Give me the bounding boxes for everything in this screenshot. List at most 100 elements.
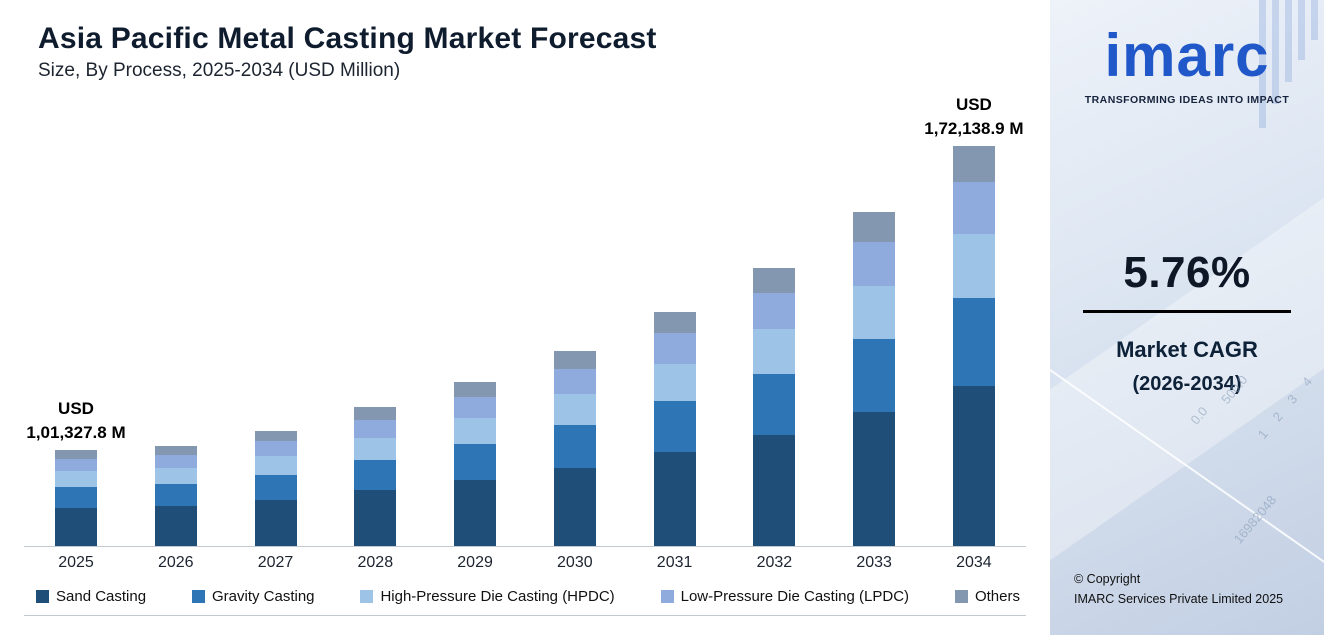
legend-label: High-Pressure Die Casting (HPDC) xyxy=(380,588,615,605)
copyright-line2: IMARC Services Private Limited 2025 xyxy=(1074,591,1284,606)
legend-item-others: Others xyxy=(954,588,1020,605)
imarc-logo: imarc xyxy=(1104,22,1270,89)
segment-others xyxy=(454,382,497,397)
x-axis-label-2027: 2027 xyxy=(257,554,294,571)
legend: Sand Casting Gravity Casting High-Pressure… xyxy=(24,588,1026,616)
segment-gravity-casting xyxy=(254,474,297,500)
segment-gravity-casting xyxy=(853,338,896,413)
segment-gravity-casting xyxy=(55,486,97,508)
segment-sand-casting xyxy=(853,412,896,546)
x-axis: 2025 2026 2027 2028 2029 2030 2031 2032 2033 2034 xyxy=(24,546,1026,572)
copyright-line1: © Copyright xyxy=(1074,572,1141,587)
segment-sand-casting xyxy=(454,480,497,546)
x-axis-label-2032: 2032 xyxy=(756,554,793,571)
segment-low-pressure-die-casting-lpdc xyxy=(154,455,197,468)
segment-low-pressure-die-casting-lpdc xyxy=(254,441,297,457)
bar-column-2030 xyxy=(527,351,623,546)
legend-swatch xyxy=(360,590,374,603)
cagr-years: (2026-2034) xyxy=(1132,373,1242,395)
segment-sand-casting xyxy=(254,500,297,546)
legend-swatch xyxy=(954,590,968,603)
segment-high-pressure-die-casting-hpdc xyxy=(55,471,97,487)
bar-column-2026 xyxy=(128,446,224,546)
legend-item-low-pressure-die-casting-lpdc: Low-Pressure Die Casting (LPDC) xyxy=(660,588,910,605)
bar-column-2032 xyxy=(726,268,822,546)
x-axis-label-2034: 2034 xyxy=(956,554,992,571)
stacked-bar-2030 xyxy=(553,351,596,546)
page-title: Asia Pacific Metal Casting Market Foreca… xyxy=(38,22,657,55)
legend-label: Low-Pressure Die Casting (LPDC) xyxy=(680,588,910,605)
stacked-bar-2026 xyxy=(154,446,197,546)
cagr-label: Market CAGR xyxy=(1116,337,1258,362)
stacked-bar-2033 xyxy=(853,212,896,546)
segment-sand-casting xyxy=(952,386,995,546)
x-axis-label-2028: 2028 xyxy=(357,554,394,571)
segment-high-pressure-die-casting-hpdc xyxy=(254,456,297,475)
legend-swatch xyxy=(191,590,205,603)
segment-low-pressure-die-casting-lpdc xyxy=(653,333,696,364)
segment-gravity-casting xyxy=(553,425,596,468)
x-axis-label-2025: 2025 xyxy=(58,554,94,571)
x-axis-label-2031: 2031 xyxy=(656,554,693,571)
segment-others xyxy=(154,446,197,455)
x-axis-label-2029: 2029 xyxy=(457,554,493,571)
segment-gravity-casting xyxy=(354,459,397,491)
value-annotation-2034: USD 1,72,138.9 M xyxy=(924,95,1024,139)
bar-column-2025: USD 1,01,327.8 M xyxy=(26,397,126,546)
legend-item-gravity-casting: Gravity Casting xyxy=(191,588,315,605)
stacked-bar-2031 xyxy=(653,312,696,546)
stacked-bar-2034 xyxy=(952,146,995,546)
segment-high-pressure-die-casting-hpdc xyxy=(952,234,995,298)
segment-others xyxy=(952,146,995,182)
x-axis-label-2033: 2033 xyxy=(856,554,892,571)
stacked-bar-2028 xyxy=(354,407,397,546)
chart-panel: Asia Pacific Metal Casting Market Foreca… xyxy=(24,22,1026,616)
cagr-value: 5.76% xyxy=(1123,248,1251,297)
legend-swatch xyxy=(36,590,49,603)
segment-gravity-casting xyxy=(154,484,197,506)
segment-high-pressure-die-casting-hpdc xyxy=(154,468,197,484)
segment-low-pressure-die-casting-lpdc xyxy=(853,242,896,286)
cagr-block: 5.76% Market CAGR (2026-2034) xyxy=(1050,248,1324,396)
segment-high-pressure-die-casting-hpdc xyxy=(553,393,596,426)
legend-label: Gravity Casting xyxy=(211,588,315,605)
cagr-underline xyxy=(1083,310,1291,313)
segment-others xyxy=(853,212,896,243)
segment-low-pressure-die-casting-lpdc xyxy=(354,419,397,438)
segment-high-pressure-die-casting-hpdc xyxy=(853,285,896,339)
legend-label: Others xyxy=(974,588,1020,605)
segment-gravity-casting xyxy=(454,444,497,481)
legend-item-sand-casting: Sand Casting xyxy=(36,588,146,605)
segment-others xyxy=(55,450,97,459)
segment-high-pressure-die-casting-hpdc xyxy=(753,329,796,374)
segment-sand-casting xyxy=(753,434,796,546)
segment-low-pressure-die-casting-lpdc xyxy=(753,293,796,330)
segment-gravity-casting xyxy=(753,373,796,435)
page-subtitle: Size, By Process, 2025-2034 (USD Million… xyxy=(38,60,401,81)
segment-low-pressure-die-casting-lpdc xyxy=(454,396,497,419)
stacked-bar-2027 xyxy=(254,431,297,546)
bar-chart: USD 1,01,327.8 M USD 1,72,138.9 M xyxy=(24,84,1026,546)
value-annotation-2025: USD 1,01,327.8 M xyxy=(26,399,126,443)
segment-low-pressure-die-casting-lpdc xyxy=(952,182,995,234)
segment-sand-casting xyxy=(154,506,197,546)
segment-others xyxy=(354,407,397,420)
segment-sand-casting xyxy=(653,452,696,546)
x-axis-label-2030: 2030 xyxy=(557,554,593,571)
decorative-bars xyxy=(1259,0,1318,128)
segment-high-pressure-die-casting-hpdc xyxy=(354,437,397,460)
brand-panel: imarc TRANSFORMING IDEAS INTO IMPACT 5.7… xyxy=(1050,0,1324,635)
bar-column-2027 xyxy=(228,431,324,546)
segment-sand-casting xyxy=(55,507,97,546)
legend-label: Sand Casting xyxy=(56,588,147,605)
bar-column-2033 xyxy=(826,212,922,546)
segment-low-pressure-die-casting-lpdc xyxy=(553,368,596,394)
segment-gravity-casting xyxy=(952,298,995,386)
segment-others xyxy=(254,431,297,442)
legend-swatch xyxy=(660,590,674,603)
x-axis-label-2026: 2026 xyxy=(157,554,194,571)
segment-gravity-casting xyxy=(653,400,696,453)
segment-others xyxy=(653,312,696,334)
background-number: 0.0 xyxy=(1187,403,1211,428)
